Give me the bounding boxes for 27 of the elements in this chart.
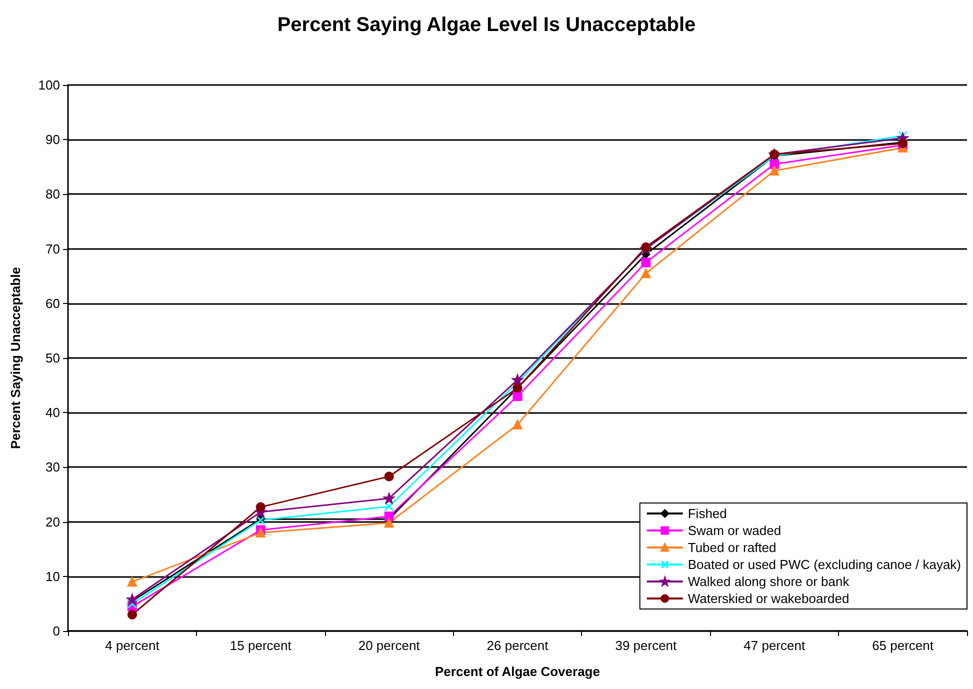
- x-tick-label: 15 percent: [230, 638, 292, 653]
- x-tick-label: 39 percent: [615, 638, 678, 653]
- y-tick-label: 100: [38, 78, 60, 92]
- legend-label: Walked along shore or bank: [688, 574, 850, 589]
- y-tick-label: 50: [46, 350, 60, 366]
- y-tick-label: 80: [46, 186, 60, 202]
- legend-label: Swam or waded: [688, 523, 782, 538]
- y-tick-label: 30: [46, 460, 60, 475]
- x-tick-label: 65 percent: [872, 638, 934, 653]
- legend-label: Tubed or rafted: [688, 540, 776, 555]
- legend-label: Fished: [688, 506, 727, 521]
- chart-title: Percent Saying Algae Level Is Unacceptable: [277, 14, 696, 36]
- y-tick-label: 0: [52, 624, 60, 638]
- y-tick-label: 90: [46, 132, 60, 148]
- legend-label: Waterskied or wakeboarded: [688, 591, 850, 606]
- y-tick-label: 70: [46, 241, 60, 256]
- y-tick-label: 20: [46, 514, 60, 530]
- x-tick-label: 20 percent: [358, 638, 420, 653]
- x-tick-label: 4 percent: [105, 638, 160, 653]
- x-tick-label: 47 percent: [744, 638, 806, 653]
- y-axis-title: Percent Saying Unacceptable: [8, 266, 23, 450]
- x-axis-title: Percent of Algae Coverage: [435, 664, 600, 679]
- x-tick-label: 26 percent: [486, 638, 549, 653]
- y-tick-label: 10: [46, 568, 60, 584]
- y-tick-label: 40: [46, 405, 60, 420]
- y-tick-label: 60: [46, 296, 60, 311]
- legend-label: Boated or used PWC (excluding canoe / kayak): [688, 557, 961, 572]
